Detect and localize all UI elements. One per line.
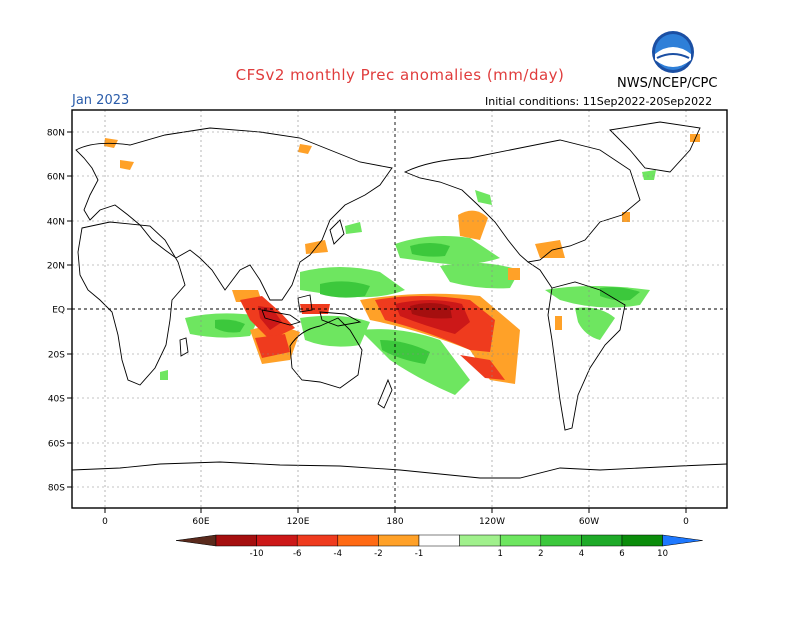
noaa-logo-icon — [652, 31, 694, 73]
dry-anomalies-severe — [410, 303, 452, 319]
lat-tick-label: 60S — [48, 440, 65, 450]
colorbar-bin — [378, 534, 420, 547]
graticule — [72, 110, 727, 508]
colorbar-bin — [621, 534, 663, 547]
lat-tick-label: 40N — [47, 218, 65, 228]
colorbar-label: -4 — [334, 549, 342, 559]
lat-tick-label: 80N — [47, 129, 65, 139]
lon-tick-label: 180 — [386, 517, 403, 527]
colorbar-bin — [499, 534, 542, 547]
colorbar-label: 4 — [579, 549, 584, 559]
initial-conditions: Initial conditions: 11Sep2022-20Sep2022 — [485, 95, 713, 108]
lat-tick-label: 20S — [48, 351, 65, 361]
lon-tick-label: 120E — [287, 517, 310, 527]
agency-label: NWS/NCEP/CPC — [617, 76, 718, 91]
latitude-axis: 80N 60N 40N 20N EQ 20S 40S 60S 80S — [47, 129, 72, 494]
colorbar-label: -1 — [415, 549, 423, 559]
lon-tick-label: 0 — [102, 517, 108, 527]
lon-tick-label: 0 — [683, 517, 689, 527]
colorbar-bin — [540, 534, 582, 547]
lon-tick-label: 60W — [579, 517, 599, 527]
lat-tick-label: 20N — [47, 262, 65, 272]
coastlines — [72, 121, 727, 479]
forecast-month: Jan 2023 — [72, 93, 130, 108]
lat-tick-label: 60N — [47, 173, 65, 183]
colorbar-max-arrow — [662, 534, 703, 547]
reference-lines — [72, 110, 727, 508]
anomaly-fields — [104, 134, 700, 395]
map-title: CFSv2 monthly Prec anomalies (mm/day) — [235, 66, 565, 84]
lon-tick-label: 120W — [479, 517, 505, 527]
colorbar-label: -10 — [250, 549, 264, 559]
wet-anomalies-strong — [215, 243, 640, 364]
colorbar-label: -2 — [374, 549, 382, 559]
colorbar-bin — [256, 534, 298, 547]
colorbar-bin — [418, 534, 460, 547]
lat-tick-label: 40S — [48, 395, 65, 405]
colorbar-bin — [215, 534, 257, 547]
colorbar-bin — [296, 534, 339, 547]
lat-tick-label: 80S — [48, 484, 65, 494]
colorbar-label: 10 — [657, 549, 668, 559]
longitude-axis: 0 60E 120E 180 120W 60W 0 — [102, 508, 689, 527]
colorbar-bin — [459, 534, 501, 547]
colorbar-bin — [581, 534, 623, 547]
lat-tick-label: EQ — [52, 306, 65, 316]
colorbar-label: 6 — [619, 549, 624, 559]
colorbar-label: 2 — [538, 549, 543, 559]
colorbar-label: 1 — [497, 549, 502, 559]
lon-tick-label: 60E — [192, 517, 209, 527]
colorbar-min-arrow — [175, 534, 217, 547]
colorbar-bin — [337, 534, 379, 547]
colorbar-label: -6 — [293, 549, 301, 559]
